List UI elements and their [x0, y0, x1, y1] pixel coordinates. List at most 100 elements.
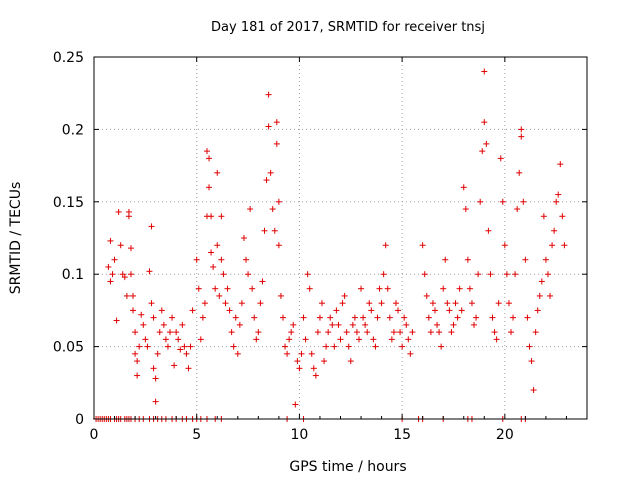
data-point: [314, 329, 321, 336]
data-point: [132, 329, 139, 336]
y-tick-label: 0: [75, 412, 84, 428]
data-point: [218, 213, 225, 220]
data-point: [355, 336, 362, 343]
data-point: [425, 314, 432, 321]
data-point: [179, 321, 186, 328]
data-point: [507, 329, 514, 336]
data-point: [341, 292, 348, 299]
data-point: [559, 213, 566, 220]
data-point: [505, 300, 512, 307]
data-point: [240, 235, 247, 241]
data-point: [183, 350, 190, 357]
data-point: [477, 198, 484, 205]
data-point: [148, 300, 155, 307]
data-point: [206, 184, 213, 191]
y-tick-label: 0.15: [53, 195, 84, 211]
data-point: [117, 242, 124, 249]
data-point: [290, 321, 297, 328]
data-point: [134, 372, 141, 379]
data-point: [142, 336, 149, 343]
data-point: [534, 307, 541, 314]
data-point: [343, 329, 350, 336]
data-point: [561, 242, 568, 249]
data-point: [555, 191, 562, 198]
data-point: [263, 177, 270, 184]
data-point: [175, 336, 182, 343]
data-point: [261, 227, 268, 234]
data-point: [208, 249, 215, 256]
data-point: [113, 317, 120, 324]
data-point: [481, 119, 488, 126]
data-point: [358, 285, 365, 292]
data-point: [374, 314, 381, 321]
data-point: [243, 256, 250, 263]
data-point: [524, 314, 531, 321]
data-point: [275, 198, 282, 205]
data-point: [201, 300, 208, 307]
data-point: [187, 343, 194, 350]
data-point: [438, 343, 445, 350]
data-point: [132, 350, 139, 357]
data-point: [362, 321, 369, 328]
data-point: [146, 268, 153, 275]
data-point: [247, 206, 254, 213]
data-point: [329, 321, 336, 328]
data-point: [442, 256, 449, 263]
data-point: [456, 285, 463, 292]
data-point: [468, 300, 475, 307]
data-point: [553, 198, 560, 205]
data-point: [130, 292, 137, 299]
data-point: [382, 242, 389, 249]
data-point: [376, 285, 383, 292]
data-point: [510, 314, 517, 321]
y-tick-label: 0.05: [53, 340, 84, 356]
data-point: [212, 285, 219, 292]
data-point: [277, 292, 284, 299]
data-point: [265, 123, 272, 130]
data-point: [347, 358, 354, 365]
data-point: [421, 271, 428, 278]
x-axis-ticks: 0 5 10 15 20: [90, 57, 588, 443]
x-tick-label: 20: [496, 427, 514, 443]
data-point: [267, 169, 274, 176]
data-point: [487, 271, 494, 278]
data-point: [489, 314, 496, 321]
x-tick-label: 15: [393, 427, 411, 443]
data-point: [557, 161, 564, 168]
data-point: [436, 329, 443, 336]
x-tick-label: 10: [291, 427, 309, 443]
data-point: [255, 329, 262, 336]
data-point: [452, 300, 459, 307]
data-point: [148, 223, 155, 230]
data-point: [107, 237, 114, 244]
data-point: [499, 198, 506, 205]
data-point: [284, 350, 291, 357]
data-point: [189, 307, 196, 314]
data-point: [390, 329, 397, 336]
data-point: [339, 300, 346, 307]
data-point: [127, 271, 134, 278]
data-point: [125, 213, 132, 220]
data-point: [380, 271, 387, 278]
data-point: [144, 343, 151, 350]
data-point: [206, 155, 213, 162]
data-point: [458, 307, 465, 314]
data-point: [448, 329, 455, 336]
data-point: [538, 278, 545, 285]
data-point: [308, 350, 315, 357]
x-tick-label: 0: [90, 427, 99, 443]
data-point: [152, 375, 159, 382]
grid: [94, 57, 587, 419]
data-point: [483, 140, 490, 147]
data-point: [199, 314, 206, 321]
data-point: [518, 133, 525, 140]
data-point: [544, 271, 551, 278]
data-point: [251, 314, 258, 321]
data-point: [364, 329, 371, 336]
data-point: [471, 321, 478, 328]
data-point: [136, 343, 143, 350]
data-point: [403, 321, 410, 328]
data-point: [302, 336, 309, 343]
data-point: [312, 372, 319, 379]
data-point: [306, 285, 313, 292]
